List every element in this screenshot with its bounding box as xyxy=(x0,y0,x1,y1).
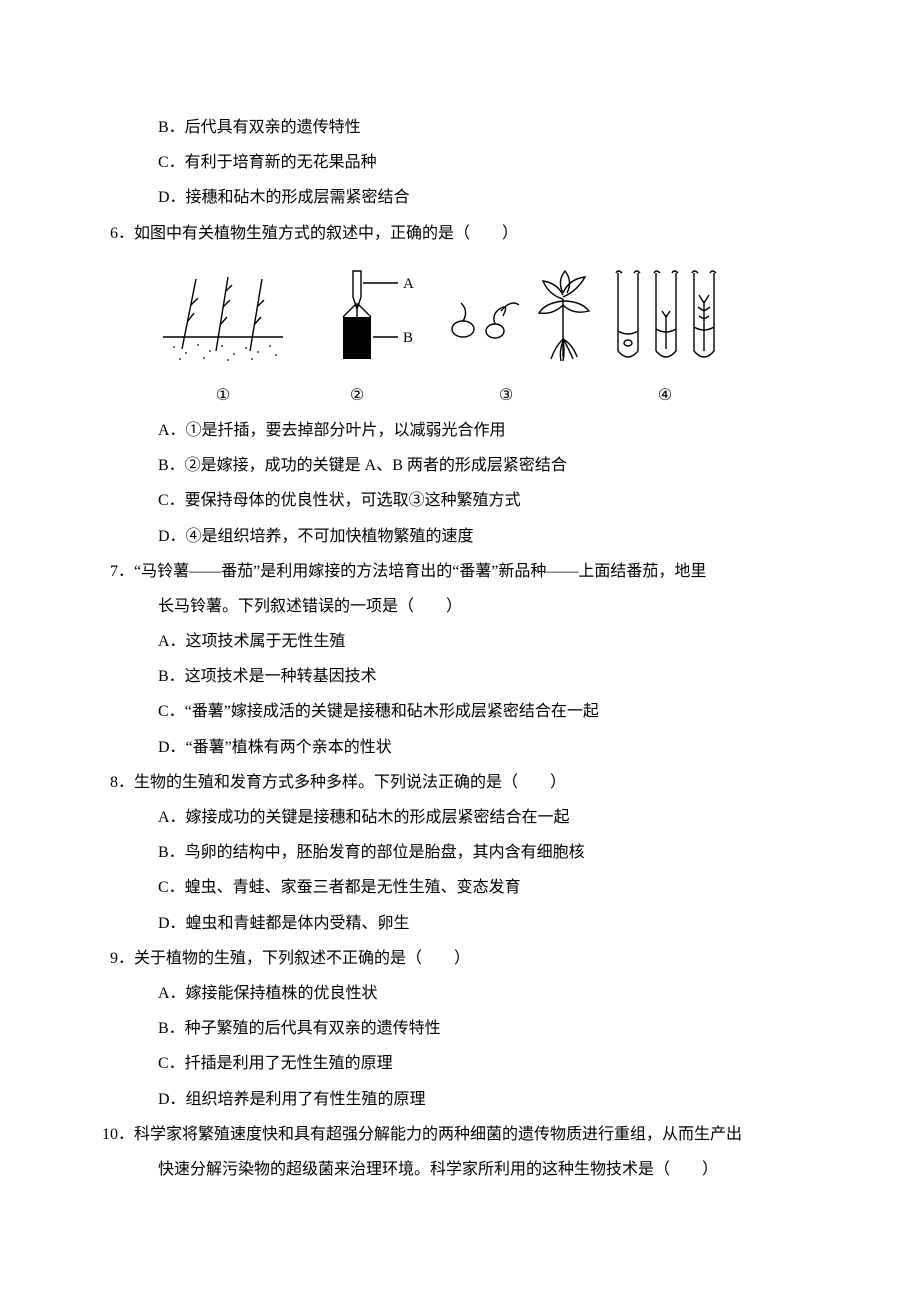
q6-option-c: C．要保持母体的优良性状，可选取③这种繁殖方式 xyxy=(100,483,820,518)
q5-option-b: B．后代具有双亲的遗传特性 xyxy=(100,110,820,145)
q7-option-a: A．这项技术属于无性生殖 xyxy=(100,624,820,659)
q6-fig-label-a: A xyxy=(403,276,414,292)
q8-option-c: C．蝗虫、青蛙、家蚕三者都是无性生殖、变态发育 xyxy=(100,870,820,905)
q9-option-a: A．嫁接能保持植株的优良性状 xyxy=(100,976,820,1011)
q6-fig-label-b: B xyxy=(403,330,413,346)
q8-option-a: A．嫁接成功的关键是接穗和砧木的形成层紧密结合在一起 xyxy=(100,800,820,835)
q10-stem-1: 10．科学家将繁殖速度快和具有超强分解能力的两种细菌的遗传物质进行重组，从而生产… xyxy=(100,1117,820,1152)
q9-option-d: D．组织培养是利用了有性生殖的原理 xyxy=(100,1082,820,1117)
q9-option-b: B．种子繁殖的后代具有双亲的遗传特性 xyxy=(100,1011,820,1046)
q6-figure-labels: ① ② ③ ④ xyxy=(100,378,820,413)
q5-option-d: D．接穗和砧木的形成层需紧密结合 xyxy=(100,180,820,215)
q8-option-d: D．蝗虫和青蛙都是体内受精、卵生 xyxy=(100,906,820,941)
q9-stem: 9．关于植物的生殖，下列叙述不正确的是（ ） xyxy=(100,941,820,976)
q7-stem-1: 7．“马铃薯——番茄”是利用嫁接的方法培育出的“番薯”新品种——上面结番茄，地里 xyxy=(100,554,820,589)
q6-option-b: B．②是嫁接，成功的关键是 A、B 两者的形成层紧密结合 xyxy=(100,448,820,483)
q6-stem: 6．如图中有关植物生殖方式的叙述中，正确的是（ ） xyxy=(100,216,820,251)
q10-stem-2: 快速分解污染物的超级菌来治理环境。科学家所利用的这种生物技术是（ ） xyxy=(100,1152,820,1187)
q9-option-c: C．扦插是利用了无性生殖的原理 xyxy=(100,1046,820,1081)
q7-option-d: D．“番薯”植株有两个亲本的性状 xyxy=(100,730,820,765)
q7-option-b: B．这项技术是一种转基因技术 xyxy=(100,659,820,694)
q7-option-c: C．“番薯”嫁接成活的关键是接穗和砧木形成层紧密结合在一起 xyxy=(100,694,820,729)
q6-option-a: A．①是扦插，要去掉部分叶片，以减弱光合作用 xyxy=(100,413,820,448)
q5-option-c: C．有利于培育新的无花果品种 xyxy=(100,145,820,180)
q6-option-d: D．④是组织培养，不可加快植物繁殖的速度 xyxy=(100,519,820,554)
q6-figure: A B xyxy=(100,259,820,374)
q7-stem-2: 长马铃薯。下列叙述错误的一项是（ ） xyxy=(100,589,820,624)
q8-stem: 8．生物的生殖和发育方式多种多样。下列说法正确的是（ ） xyxy=(100,765,820,800)
q8-option-b: B．鸟卵的结构中，胚胎发育的部位是胎盘，其内含有细胞核 xyxy=(100,835,820,870)
